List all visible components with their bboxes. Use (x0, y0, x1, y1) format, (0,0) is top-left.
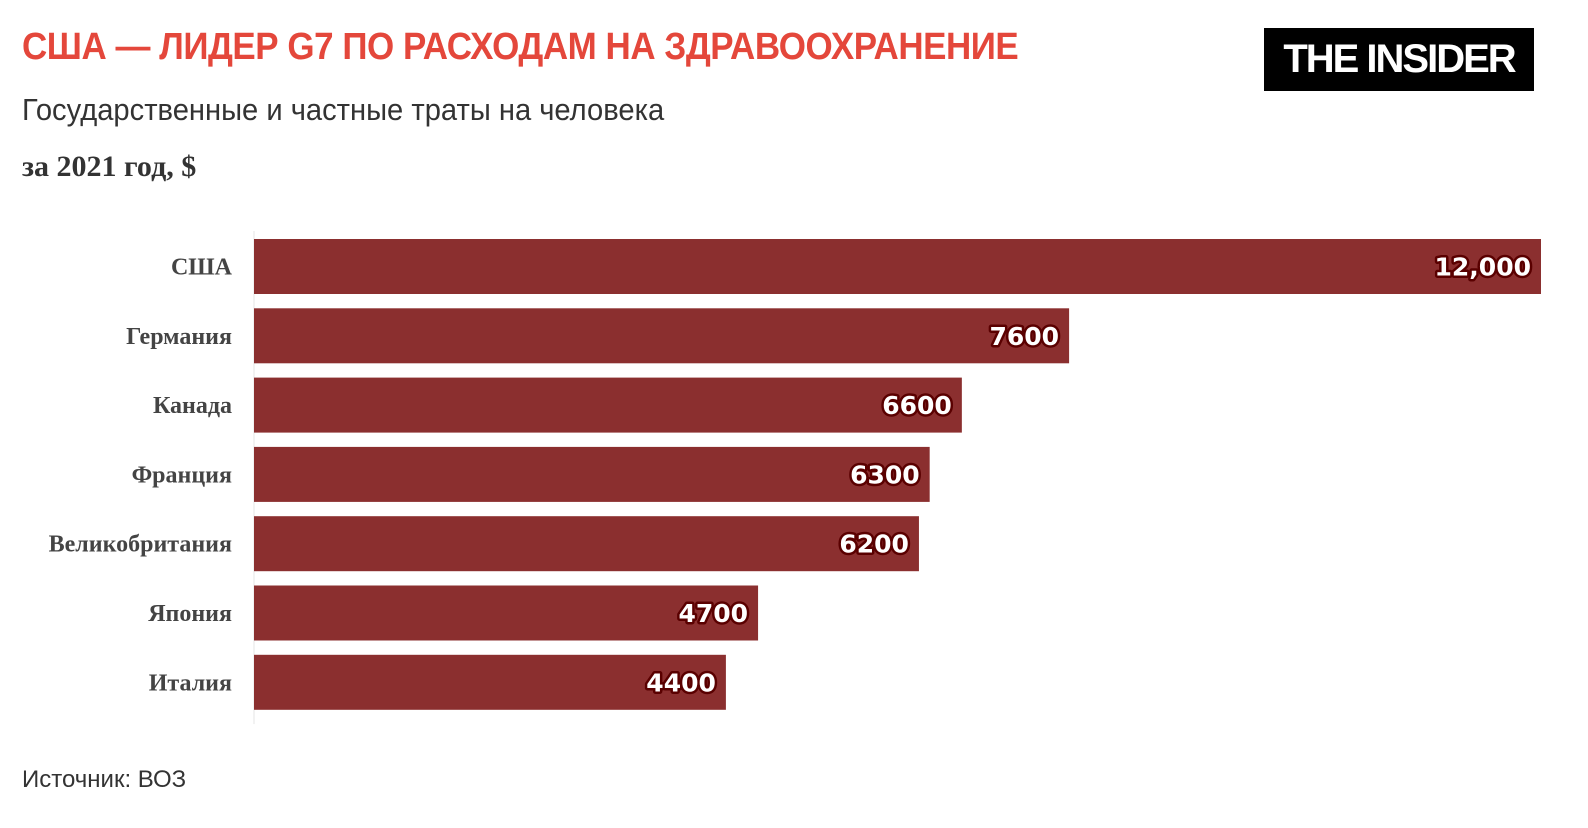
logo-text: THE INSIDER (1283, 37, 1516, 81)
value-label: 6300 (850, 460, 920, 489)
category-label: Канада (153, 393, 232, 419)
chart-title: США — ЛИДЕР G7 ПО РАСХОДАМ НА ЗДРАВООХРА… (22, 26, 1019, 68)
bar (254, 585, 759, 641)
bar (254, 654, 726, 710)
category-label: Франция (132, 462, 232, 488)
bar (254, 239, 1541, 294)
bar (254, 446, 930, 502)
category-label: США (171, 255, 233, 281)
category-label: Германия (126, 324, 232, 350)
source-note: Источник: ВОЗ (22, 766, 187, 793)
value-label: 6200 (839, 530, 909, 559)
the-insider-logo: THE INSIDER (1264, 28, 1534, 91)
value-label: 4400 (646, 668, 716, 697)
bar (254, 308, 1070, 364)
category-label: Великобритания (49, 532, 232, 558)
value-label: 12,000 (1435, 253, 1531, 282)
value-label: 7600 (990, 322, 1060, 351)
bar (254, 516, 919, 572)
chart-subtitle: Государственные и частные траты на челов… (22, 92, 665, 127)
value-label: 6600 (882, 391, 952, 420)
category-label: Италия (149, 670, 232, 696)
bar (254, 377, 962, 433)
value-label: 4700 (678, 599, 748, 628)
category-label: Япония (148, 601, 232, 627)
chart-subtitle-units: за 2021 год, $ (22, 150, 197, 183)
